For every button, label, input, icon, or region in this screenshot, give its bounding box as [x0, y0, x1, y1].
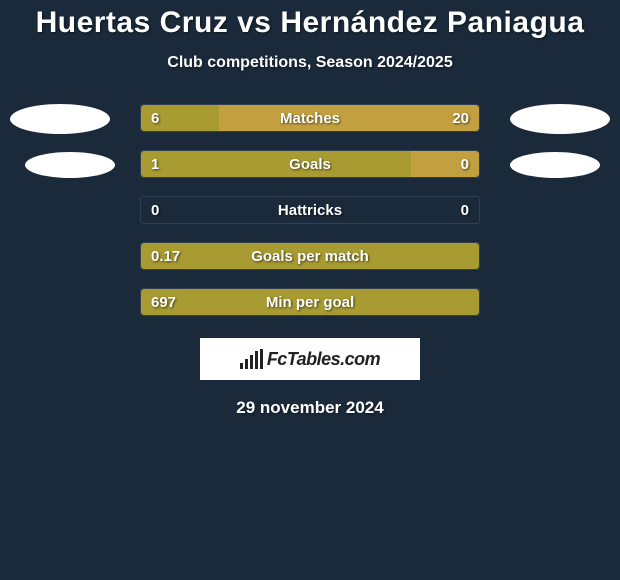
stat-label: Matches [141, 105, 479, 131]
source-logo: FcTables.com [200, 338, 420, 380]
stats-container: 6Matches201Goals00Hattricks00.17Goals pe… [0, 104, 620, 316]
stat-right-value: 20 [452, 105, 469, 131]
stat-label: Min per goal [141, 289, 479, 315]
bar-chart-icon [240, 349, 263, 369]
stat-row: 1Goals0 [140, 150, 480, 178]
stat-row: 0Hattricks0 [140, 196, 480, 224]
stat-label: Goals per match [141, 243, 479, 269]
footer-date: 29 november 2024 [0, 398, 620, 418]
subtitle: Club competitions, Season 2024/2025 [0, 54, 620, 72]
player2-avatar-placeholder-1 [510, 104, 610, 134]
stat-row: 6Matches20 [140, 104, 480, 132]
stat-bars: 6Matches201Goals00Hattricks00.17Goals pe… [140, 104, 480, 316]
stat-row: 697Min per goal [140, 288, 480, 316]
page-title: Huertas Cruz vs Hernández Paniagua [0, 0, 620, 40]
player1-avatar-placeholder-2 [25, 152, 115, 178]
stat-right-value: 0 [461, 151, 469, 177]
player1-avatar-placeholder-1 [10, 104, 110, 134]
stat-label: Goals [141, 151, 479, 177]
stat-right-value: 0 [461, 197, 469, 223]
stat-row: 0.17Goals per match [140, 242, 480, 270]
player2-avatar-placeholder-2 [510, 152, 600, 178]
logo-text: FcTables.com [267, 349, 380, 370]
stat-label: Hattricks [141, 197, 479, 223]
